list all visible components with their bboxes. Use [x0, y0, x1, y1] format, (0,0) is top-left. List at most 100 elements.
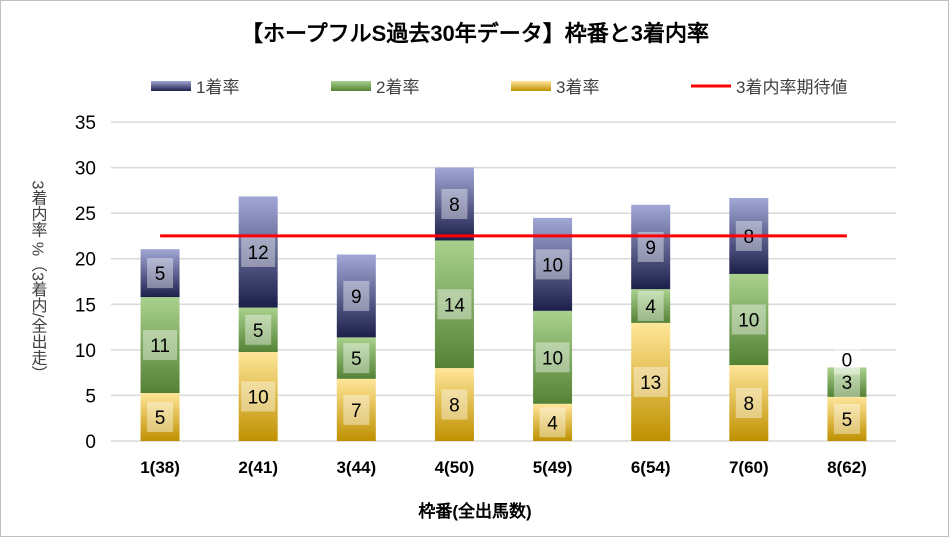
legend-label: 3着率 [556, 78, 599, 97]
data-label: 8 [449, 396, 460, 417]
bar-segment-3着率 [729, 365, 769, 441]
bar-segment-2着率 [140, 297, 180, 394]
bar-segment-3着率 [827, 396, 867, 441]
data-label-background [441, 389, 468, 420]
data-label: 13 [640, 373, 661, 394]
data-label-background [833, 403, 860, 434]
data-label: 9 [351, 287, 362, 308]
bar-segment-2着率 [631, 289, 671, 323]
legend: 1着率 2着率 3着率 3着内率期待値 [151, 78, 847, 97]
data-label-background [147, 402, 174, 433]
data-label: 11 [150, 336, 170, 357]
data-label-background [343, 343, 370, 374]
data-label-background [833, 367, 860, 398]
data-label: 8 [744, 227, 755, 248]
data-label: 4 [547, 413, 558, 434]
y-axis-label: 3着内率 %（3着内/全出走） [29, 181, 48, 382]
x-axis-label: 枠番(全出馬数) [418, 501, 531, 521]
legend-swatch [151, 81, 191, 91]
gridlines [111, 121, 896, 442]
bar-segment-2着率 [238, 307, 278, 353]
x-tick-label: 8(62) [827, 458, 867, 477]
data-label: 12 [248, 243, 269, 264]
chart-title: 【ホープフルS過去30年データ】枠番と3着内率 [241, 21, 709, 46]
data-label-background [441, 189, 468, 220]
y-tick-label: 15 [75, 295, 96, 316]
bar-segment-3着率 [336, 378, 376, 441]
legend-swatch [511, 81, 551, 91]
data-label: 5 [351, 349, 362, 370]
legend-label: 1着率 [196, 78, 239, 97]
data-label: 10 [248, 388, 269, 409]
bar-segment-3着率 [238, 352, 278, 441]
bar-segment-1着率 [336, 254, 376, 338]
legend-label: 3着内率期待値 [736, 78, 847, 97]
legend-label: 2着率 [376, 78, 419, 97]
data-label: 7 [351, 401, 362, 422]
data-label-background [633, 366, 668, 397]
data-label-background [833, 344, 860, 375]
x-tick-label: 4(50) [435, 458, 475, 477]
y-tick-label: 5 [85, 386, 96, 407]
bar-segment-3着率 [140, 393, 180, 441]
data-label: 3 [842, 373, 853, 394]
y-axis-ticks: 0 5 10 15 20 25 30 35 [75, 113, 96, 453]
y-tick-label: 20 [75, 250, 96, 271]
bar-segment-2着率 [533, 310, 573, 404]
data-label: 8 [744, 394, 755, 415]
x-tick-label: 3(44) [336, 458, 376, 477]
data-label: 4 [645, 297, 656, 318]
data-label: 9 [645, 238, 656, 259]
data-label-background [731, 304, 766, 335]
bar-segment-1着率 [533, 217, 573, 311]
data-label-background [241, 381, 276, 412]
x-tick-label: 5(49) [533, 458, 573, 477]
bar-segment-1着率 [140, 249, 180, 298]
data-label-background [735, 388, 762, 419]
legend-swatch [331, 81, 371, 91]
data-label: 8 [449, 195, 460, 216]
data-label-background [535, 249, 570, 280]
bars: 5 11 5 10 5 12 7 5 9 8 14 8 4 10 10 13 4 9 8 10 8 5 30 [140, 167, 867, 441]
data-label-background [535, 342, 570, 373]
data-label: 10 [738, 311, 759, 332]
bar-segment-2着率 [434, 240, 474, 369]
bar-segment-3着率 [533, 403, 573, 441]
bar-segment-1着率 [238, 196, 278, 308]
x-axis-ticks: 1(38) 2(41) 3(44) 4(50) 5(49) 6(54) 7(60) 8(62) [140, 458, 867, 477]
data-label-background [343, 394, 370, 425]
y-tick-label: 25 [75, 204, 96, 225]
bar-segment-3着率 [631, 322, 671, 441]
bar-segment-1着率 [631, 204, 671, 290]
bar-segment-1着率 [434, 167, 474, 241]
data-label: 5 [155, 408, 166, 429]
x-tick-label: 7(60) [729, 458, 769, 477]
data-label-background [637, 291, 664, 322]
bar-segment-2着率 [827, 367, 867, 397]
x-tick-label: 1(38) [140, 458, 180, 477]
data-label-background [539, 407, 566, 438]
data-label: 0 [842, 350, 853, 371]
data-label: 10 [542, 348, 563, 369]
bar-segment-2着率 [336, 337, 376, 379]
data-label-background [241, 236, 276, 267]
data-label: 10 [542, 255, 563, 276]
data-label-background [147, 258, 174, 289]
data-label-background [245, 314, 272, 345]
x-tick-label: 2(41) [238, 458, 278, 477]
y-tick-label: 35 [75, 113, 96, 134]
data-label: 14 [444, 295, 466, 316]
data-label-background [343, 280, 370, 311]
bar-segment-3着率 [434, 368, 474, 441]
x-tick-label: 6(54) [631, 458, 671, 477]
data-label: 5 [155, 264, 166, 285]
bar-segment-2着率 [729, 273, 769, 366]
data-label-background [437, 289, 472, 320]
y-tick-label: 0 [85, 432, 96, 453]
data-label: 5 [842, 410, 853, 431]
data-label: 5 [253, 321, 264, 342]
data-label-background [143, 330, 178, 361]
y-tick-label: 30 [75, 159, 96, 180]
